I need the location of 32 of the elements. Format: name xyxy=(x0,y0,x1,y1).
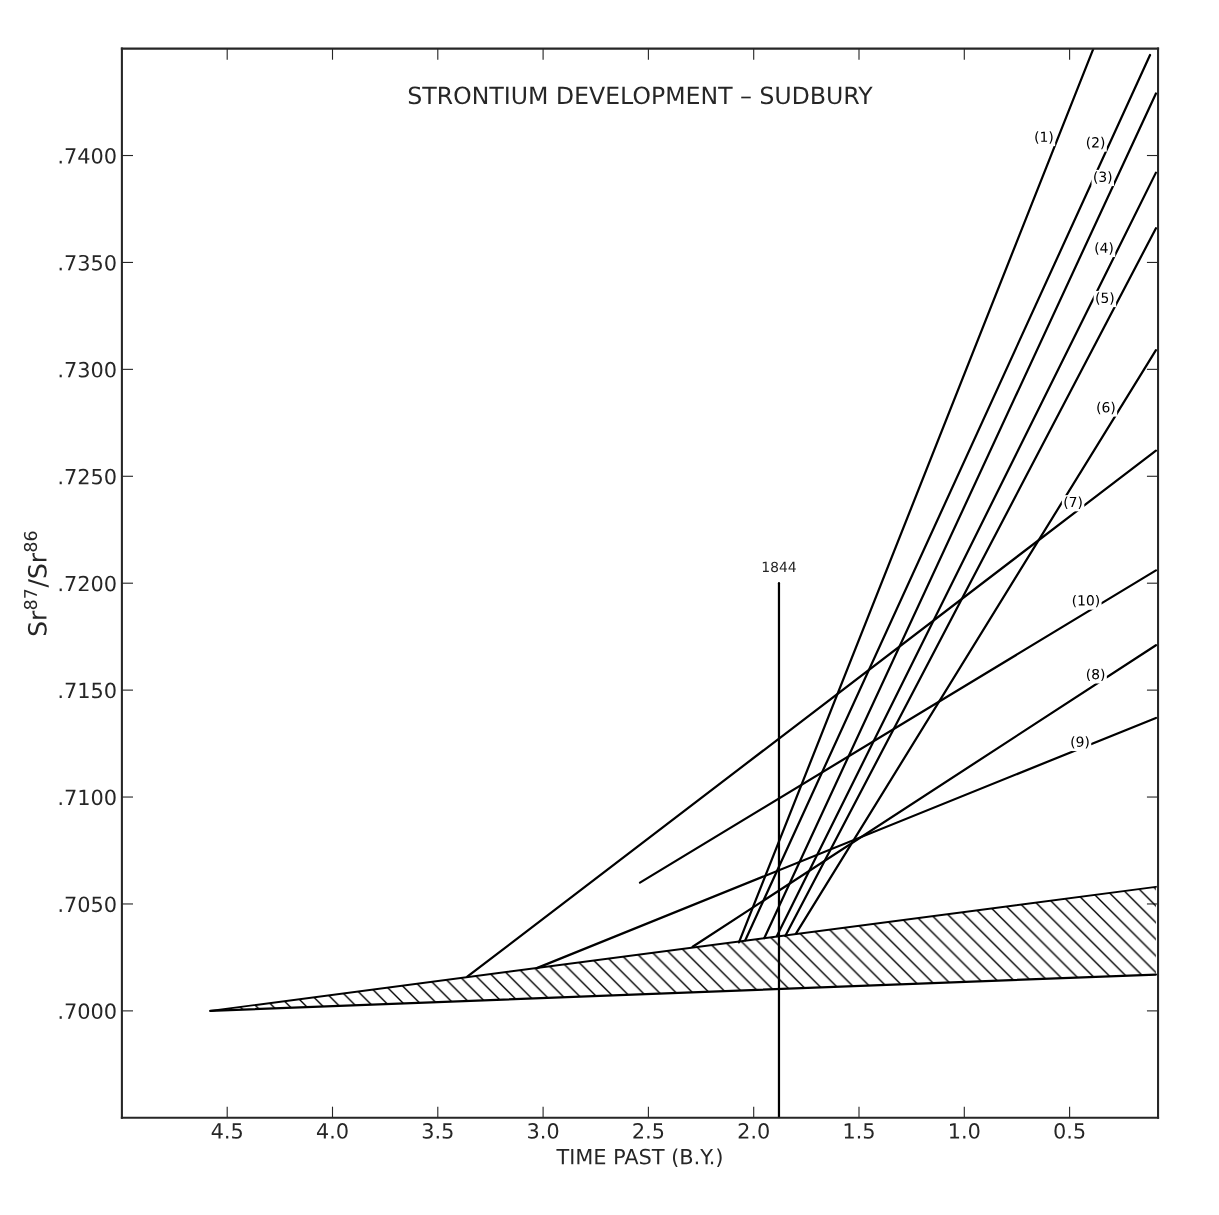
series-label: (4) xyxy=(1095,242,1113,255)
y-tick-label: .7200 xyxy=(59,575,116,592)
y-tick-label: .7350 xyxy=(59,254,116,271)
y-tick-label: .7000 xyxy=(59,1003,116,1020)
y-tick-label: .7300 xyxy=(59,361,116,378)
y-tick-label: .7250 xyxy=(59,468,116,485)
series-label: (6) xyxy=(1097,401,1115,415)
series-label: (10) xyxy=(1072,594,1099,608)
y-axis-title: Sr$^{87}$/Sr$^{86}$ xyxy=(23,531,49,636)
y-tick-label: .7400 xyxy=(59,147,116,164)
annotation: 1844 xyxy=(762,561,796,573)
x-tick-label: 3.5 xyxy=(422,1123,453,1139)
series-label: (8) xyxy=(1086,668,1105,682)
series-label: (7) xyxy=(1064,496,1082,509)
x-axis-title: TIME PAST (B.Y.) xyxy=(556,1148,722,1167)
x-tick-label: 4.5 xyxy=(211,1123,242,1139)
series-label: (5) xyxy=(1096,292,1114,305)
y-tick-label: .7050 xyxy=(59,896,116,913)
series-label: (9) xyxy=(1071,736,1089,749)
series-label: (2) xyxy=(1086,136,1105,150)
x-tick-label: 1.5 xyxy=(844,1123,874,1139)
x-tick-label: 3.0 xyxy=(528,1123,559,1139)
x-tick-label: 2.5 xyxy=(633,1123,664,1139)
text: STRONTIUM DEVELOPMENT – SUDBURY xyxy=(408,86,873,105)
x-tick-label: 0.5 xyxy=(1054,1123,1085,1139)
series-label: (3) xyxy=(1094,171,1112,184)
x-tick-label: 2.0 xyxy=(738,1123,769,1139)
x-tick-label: 4.0 xyxy=(316,1123,348,1139)
series-label: (1) xyxy=(1035,131,1053,144)
y-tick-label: .7150 xyxy=(59,682,116,699)
x-tick-label: 1.0 xyxy=(950,1123,980,1139)
y-tick-label: .7100 xyxy=(59,789,116,806)
